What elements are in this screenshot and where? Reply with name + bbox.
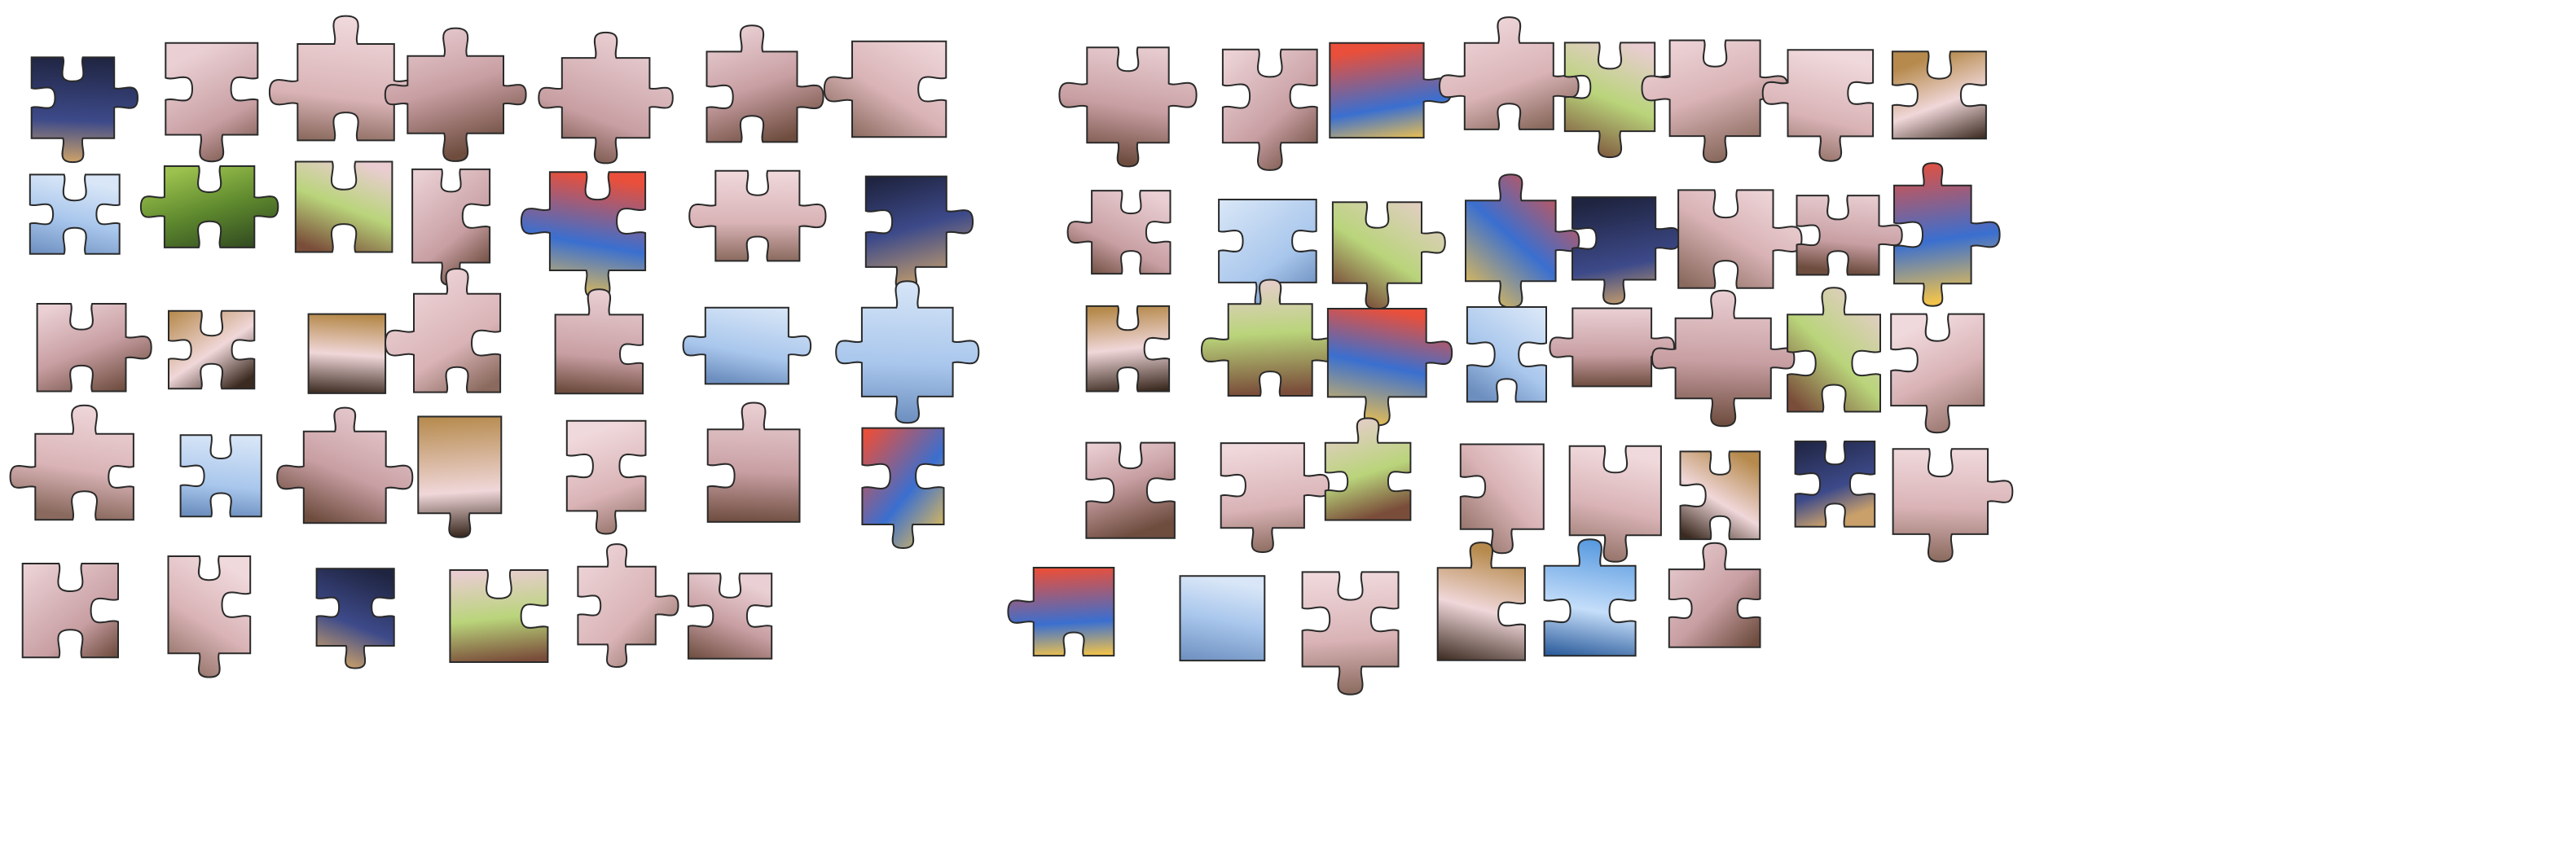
- puzzle-piece[interactable]: [688, 169, 827, 262]
- puzzle-piece[interactable]: [1465, 173, 1580, 309]
- puzzle-piece[interactable]: [1890, 313, 1985, 434]
- puzzle-piece[interactable]: [1563, 42, 1681, 159]
- puzzle-piece[interactable]: [1543, 538, 1637, 657]
- puzzle-piece[interactable]: [315, 568, 395, 669]
- puzzle-piece[interactable]: [1668, 542, 1761, 648]
- puzzle-piece[interactable]: [417, 415, 503, 538]
- puzzle-piece[interactable]: [1761, 49, 1875, 162]
- puzzle-piece[interactable]: [1331, 201, 1446, 310]
- puzzle-piece[interactable]: [1677, 189, 1803, 289]
- puzzle-piece[interactable]: [139, 165, 279, 248]
- puzzle-piece[interactable]: [1787, 287, 1881, 413]
- puzzle-piece[interactable]: [1893, 162, 2001, 307]
- puzzle-piece[interactable]: [1466, 306, 1547, 403]
- puzzle-piece[interactable]: [520, 171, 647, 299]
- puzzle-piece[interactable]: [36, 303, 152, 393]
- puzzle-piece[interactable]: [179, 434, 262, 518]
- puzzle-piece[interactable]: [835, 280, 980, 424]
- puzzle-piece[interactable]: [1436, 542, 1526, 661]
- puzzle-piece[interactable]: [276, 406, 414, 524]
- puzzle-piece[interactable]: [1329, 42, 1453, 139]
- puzzle-piece[interactable]: [1891, 50, 1987, 140]
- puzzle-piece[interactable]: [294, 160, 393, 253]
- puzzle-piece[interactable]: [554, 288, 644, 395]
- puzzle-piece[interactable]: [565, 419, 647, 535]
- puzzle-piece[interactable]: [706, 24, 824, 143]
- puzzle-piece[interactable]: [823, 40, 947, 138]
- puzzle-piece[interactable]: [165, 42, 259, 163]
- puzzle-piece[interactable]: [9, 404, 134, 521]
- puzzle-piece[interactable]: [21, 563, 119, 659]
- puzzle-piece[interactable]: [268, 15, 424, 142]
- puzzle-piece[interactable]: [1200, 279, 1340, 397]
- puzzle-piece[interactable]: [1679, 450, 1761, 541]
- puzzle-piece[interactable]: [1007, 567, 1115, 657]
- puzzle-piece[interactable]: [1549, 307, 1676, 388]
- puzzle-piece[interactable]: [1572, 196, 1681, 305]
- puzzle-piece[interactable]: [1301, 571, 1400, 695]
- puzzle-piece[interactable]: [1220, 442, 1330, 554]
- puzzle-piece[interactable]: [861, 427, 945, 550]
- puzzle-piece[interactable]: [682, 306, 812, 385]
- puzzle-piece[interactable]: [1221, 48, 1318, 171]
- puzzle-piece[interactable]: [1651, 289, 1796, 428]
- puzzle-piece[interactable]: [1568, 445, 1662, 563]
- puzzle-piece[interactable]: [1085, 305, 1171, 393]
- puzzle-piece[interactable]: [1058, 46, 1198, 168]
- puzzle-piece[interactable]: [30, 56, 139, 164]
- puzzle-piece[interactable]: [1438, 16, 1580, 130]
- puzzle-piece[interactable]: [538, 31, 674, 165]
- puzzle-piece[interactable]: [29, 173, 121, 255]
- puzzle-piece[interactable]: [307, 313, 387, 394]
- puzzle-piece[interactable]: [1066, 190, 1172, 275]
- puzzle-piece[interactable]: [1641, 39, 1789, 164]
- puzzle-piece[interactable]: [411, 168, 491, 287]
- puzzle-piece[interactable]: [1796, 195, 1903, 276]
- puzzle-piece[interactable]: [864, 175, 974, 292]
- puzzle-piece[interactable]: [1459, 443, 1545, 555]
- puzzle-piece[interactable]: [384, 267, 502, 393]
- puzzle-piece[interactable]: [168, 309, 256, 390]
- puzzle-piece[interactable]: [1794, 441, 1876, 528]
- puzzle-piece[interactable]: [1179, 575, 1266, 662]
- puzzle-piece[interactable]: [1324, 417, 1412, 521]
- puzzle-piece[interactable]: [167, 555, 252, 678]
- puzzle-piece[interactable]: [1085, 441, 1176, 539]
- puzzle-piece[interactable]: [706, 401, 801, 523]
- puzzle-piece[interactable]: [384, 27, 527, 162]
- puzzle-piece[interactable]: [687, 573, 773, 660]
- puzzle-piece[interactable]: [1892, 448, 2014, 563]
- puzzle-piece[interactable]: [449, 569, 549, 663]
- puzzle-piece[interactable]: [1326, 308, 1453, 427]
- puzzle-piece[interactable]: [577, 543, 679, 669]
